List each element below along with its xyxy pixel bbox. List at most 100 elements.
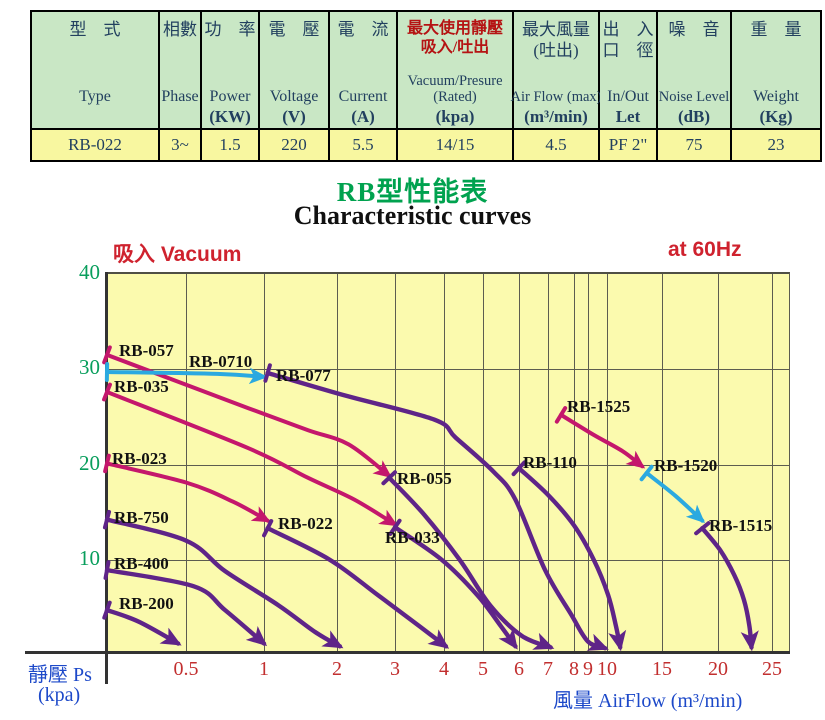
curve-label-RB-750: RB-750 (114, 508, 169, 527)
spec-column-voltage: 電 壓 Voltage (V) 220 (260, 12, 330, 160)
curve-label-RB-200: RB-200 (119, 594, 174, 613)
spec-header-unit: (A) (351, 106, 375, 126)
vertical-gridline (444, 274, 445, 653)
y-axis-line (105, 272, 108, 684)
vertical-gridline (186, 274, 187, 653)
curve-label-RB-0710: RB-0710 (189, 352, 253, 371)
spec-header-unit: (kpa) (435, 106, 475, 126)
horizontal-gridline (107, 464, 789, 466)
horizontal-gridline (107, 369, 789, 371)
vertical-gridline (588, 274, 589, 653)
x-tick-label: 6 (514, 658, 524, 680)
spec-header-cell: 型 式 Type (32, 12, 158, 130)
spec-column-power: 功 率 Power (KW) 1.5 (202, 12, 260, 160)
page-title-en: Characteristic curves (293, 201, 532, 230)
spec-column-current: 電 流 Current (A) 5.5 (330, 12, 398, 160)
spec-header-zh: 電 流 (337, 20, 389, 39)
curve-label-RB-057: RB-057 (119, 341, 174, 360)
curve-start-tick-RB-057 (102, 345, 112, 365)
spec-value-cell: 14/15 (398, 130, 512, 160)
curve-RB-077 (265, 370, 609, 651)
spec-header-cell: 相數 Phase (160, 12, 200, 130)
spec-header-cell: 最大使用靜壓 吸入/吐出 Vacuum/Presure (Rated) (kpa) (398, 12, 512, 130)
x-tick-label: 1 (259, 658, 269, 680)
spec-header-en: Type (79, 88, 111, 106)
spec-column-type: 型 式 Type RB-022 (32, 12, 160, 160)
curve-RB-1525 (559, 412, 646, 469)
spec-header-en: Vacuum/Presure (407, 73, 503, 90)
x-tick-label: 7 (543, 658, 553, 680)
spec-header-zh: (吐出) (533, 41, 579, 61)
x-tick-label: 0.5 (173, 658, 199, 680)
spec-column-noise-level: 噪 音 Noise Level (dB) 75 (658, 12, 732, 160)
spec-header-zh: 相數 (163, 20, 197, 39)
spec-value-cell: 75 (658, 130, 730, 160)
vertical-gridline (519, 274, 520, 653)
spec-column-air-flow-max-: 最大風量 (吐出) Air Flow (max) (m³/min) 4.5 (511, 12, 602, 160)
curve-start-tick-RB-055 (381, 470, 398, 486)
page-title-zh: RB型性能表 (336, 177, 489, 207)
curve-start-tick-RB-022 (262, 519, 274, 538)
x-tick-label: 9 (583, 658, 593, 680)
curve-RB-023 (105, 461, 271, 523)
spec-header-unit: (m³/min) (524, 106, 588, 126)
spec-header-unit: (V) (282, 106, 306, 126)
curve-start-tick-RB-023 (103, 453, 111, 474)
vertical-gridline (662, 274, 663, 653)
curve-RB-033 (392, 525, 518, 650)
plot-area (107, 272, 790, 653)
spec-header-cell: 噪 音 Noise Level (dB) (658, 12, 730, 130)
spec-header-en: (Rated) (433, 88, 477, 105)
spec-value-cell: 220 (260, 130, 328, 160)
x-tick-label: 8 (569, 658, 579, 680)
curve-RB-1520 (644, 470, 706, 524)
y-axis-label-line1: 靜壓 Ps (28, 664, 92, 686)
spec-header-zh: 型 式 (69, 20, 121, 39)
curve-start-tick-RB-750 (102, 509, 112, 530)
spec-header-zh: 口 徑 (602, 41, 654, 61)
curve-label-RB-023: RB-023 (112, 449, 167, 468)
frequency-caption: at 60Hz (668, 238, 742, 261)
characteristic-curves-svg (102, 345, 759, 652)
spec-table: 型 式 Type RB-022 相數 Phase 3~ 功 率 Power (KW) 1.5 電 壓… (30, 10, 822, 162)
curve-start-tick-RB-033 (388, 518, 402, 536)
y-tick-label: 20 (79, 450, 100, 475)
spec-column-vacuum-presure: 最大使用靜壓 吸入/吐出 Vacuum/Presure (Rated) (kpa) 14/… (398, 12, 514, 160)
spec-header-cell: 電 流 Current (A) (330, 12, 396, 130)
curve-label-RB-022: RB-022 (278, 514, 333, 533)
y-tick-label: 30 (79, 355, 100, 380)
curve-label-RB-035: RB-035 (114, 377, 169, 396)
vertical-gridline (574, 274, 575, 653)
curve-label-RB-077: RB-077 (276, 366, 331, 385)
vertical-gridline (395, 274, 396, 653)
spec-header-unit: (Kg) (759, 106, 793, 126)
spec-header-en: Noise Level (658, 88, 730, 105)
vertical-gridline (772, 274, 773, 653)
spec-header-en: Voltage (269, 88, 319, 106)
spec-value-cell: 3~ (160, 130, 200, 160)
spec-value-cell: PF 2" (600, 130, 656, 160)
spec-header-en: Phase (161, 88, 199, 106)
y-tick-label: 40 (79, 260, 100, 284)
x-tick-label: 3 (390, 658, 400, 680)
y-tick-label: 10 (79, 545, 100, 570)
x-tick-label: 4 (439, 658, 449, 680)
spec-header-zh: 重 量 (750, 20, 802, 39)
spec-value-cell: RB-022 (32, 130, 158, 160)
spec-header-cell: 重 量 Weight (Kg) (732, 12, 820, 130)
curve-label-RB-033: RB-033 (385, 528, 440, 547)
spec-header-en: Air Flow (max) (510, 88, 602, 105)
spec-header-cell: 最大風量 (吐出) Air Flow (max) (m³/min) (511, 12, 602, 130)
spec-header-en: Power (209, 88, 251, 106)
spec-header-cell: 功 率 Power (KW) (202, 12, 258, 130)
spec-header-unit: (KW) (209, 106, 251, 126)
curve-RB-022 (265, 526, 450, 649)
curve-RB-055 (387, 475, 555, 650)
curve-start-tick-RB-1525 (554, 406, 568, 424)
spec-header-zh: 噪 音 (668, 20, 720, 39)
vertical-gridline (718, 274, 719, 653)
spec-header-unit: Let (615, 106, 641, 126)
y-axis-label-line2: (kpa) (38, 684, 81, 706)
x-tick-label: 2 (332, 658, 342, 680)
